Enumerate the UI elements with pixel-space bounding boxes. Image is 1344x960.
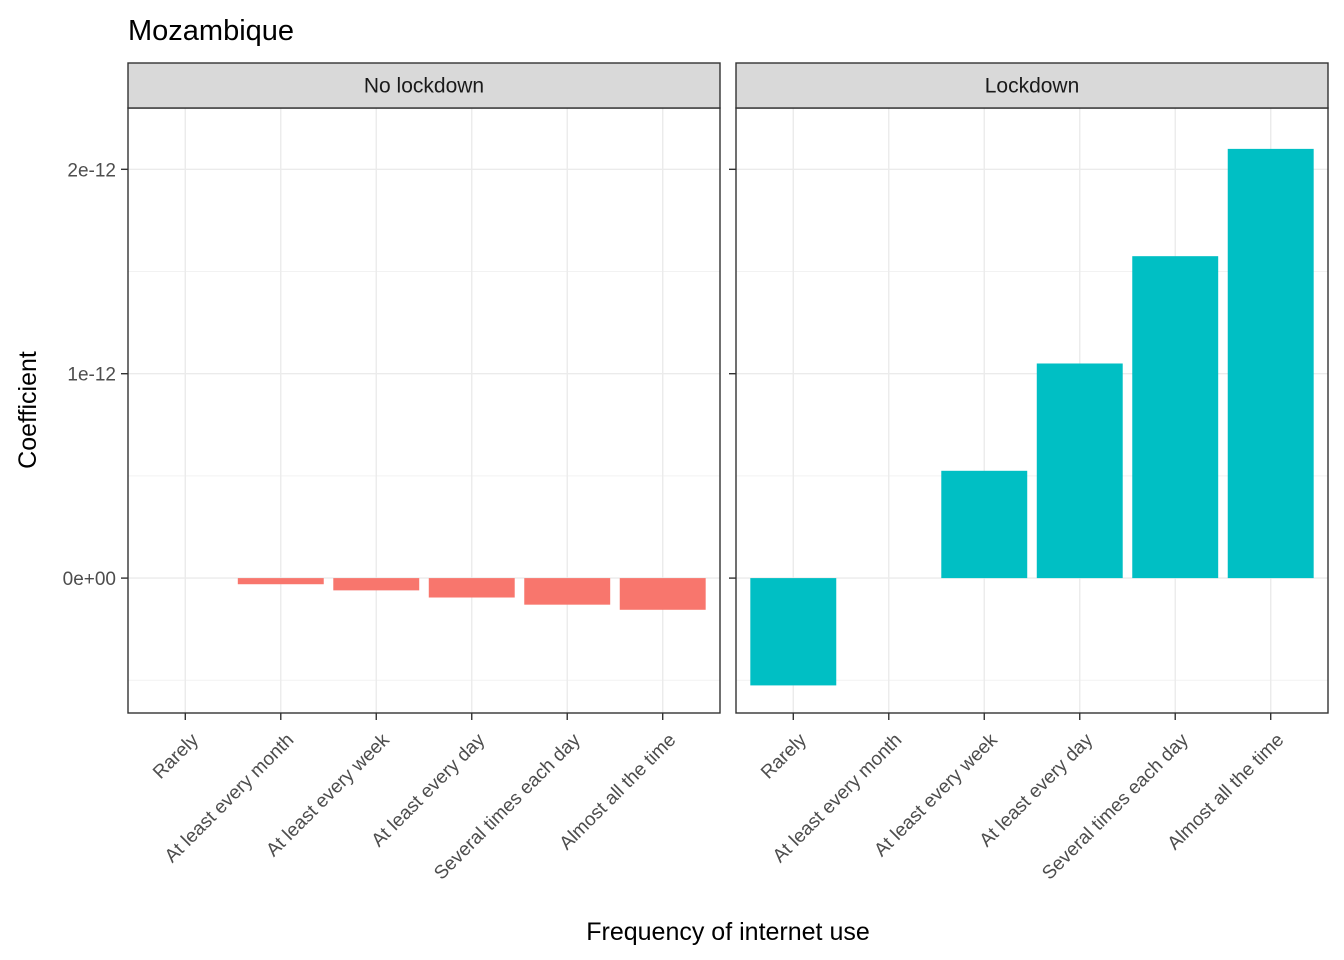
y-axis-title: Coefficient (14, 351, 42, 469)
bar (237, 578, 324, 585)
bar (1036, 363, 1123, 579)
facet-strip-label: Lockdown (985, 75, 1080, 98)
y-tick-label: 2e-12 (67, 160, 116, 181)
y-tick-label: 0e+00 (63, 569, 116, 590)
bar (333, 578, 420, 591)
panel-background (128, 108, 720, 713)
x-tick-label: Rarely (757, 729, 811, 783)
bar (1227, 148, 1314, 579)
bar (1132, 256, 1219, 579)
bar (750, 578, 837, 686)
bar (941, 470, 1028, 579)
facet-strip (735, 62, 1329, 109)
facet-strip-label: No lockdown (364, 75, 484, 98)
x-axis-title: Frequency of internet use (586, 918, 870, 946)
bar (428, 578, 515, 598)
chart-title: Mozambique (128, 15, 294, 47)
y-tick-label: 1e-12 (67, 365, 116, 386)
facet-strip (127, 62, 721, 109)
x-tick-label: Rarely (149, 729, 203, 783)
bar (619, 578, 706, 610)
bar (524, 578, 611, 605)
